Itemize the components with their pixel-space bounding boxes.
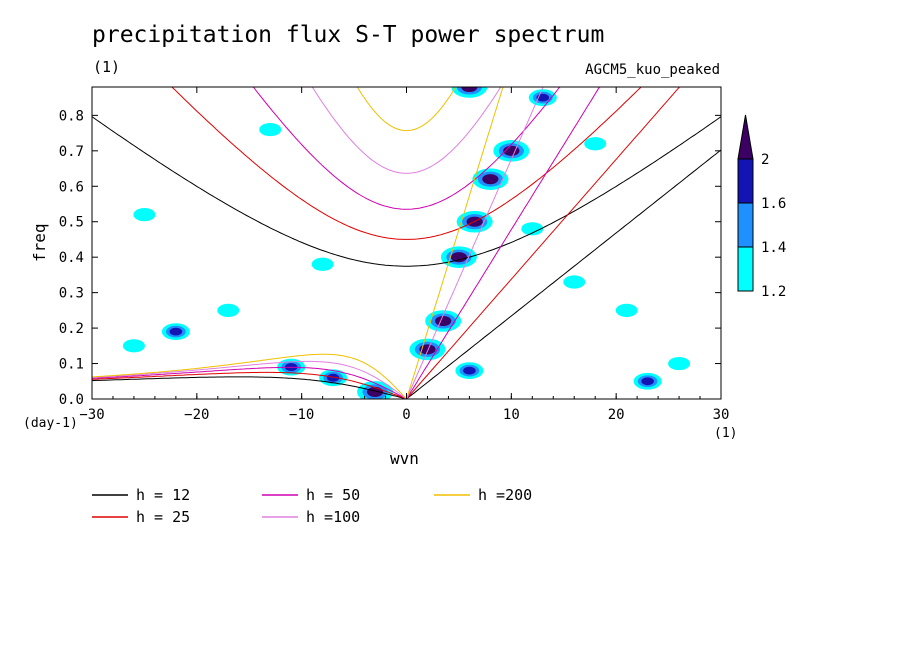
x-tick-label: −20 xyxy=(184,407,209,423)
power-region-outer xyxy=(584,137,607,151)
legend: h = 12 h = 25 h = 50 h =100 h =200 xyxy=(92,486,532,526)
y-tick-label: 0.0 xyxy=(59,392,84,408)
power-region-outer xyxy=(122,339,145,353)
gravity-wave-curve xyxy=(356,87,457,132)
kelvin-wave-curve xyxy=(406,87,544,399)
x-tick-label: 30 xyxy=(713,407,730,423)
power-regions xyxy=(122,87,691,399)
gravity-wave-curve xyxy=(171,87,642,240)
legend-label: h =200 xyxy=(478,486,532,504)
x-tick-label: −30 xyxy=(79,407,104,423)
x-tick-label: 10 xyxy=(503,407,520,423)
y-tick-label: 0.7 xyxy=(59,144,84,160)
y-tick-label: 0.3 xyxy=(59,286,84,302)
rossby-wave-curve xyxy=(92,353,407,399)
x-tick-label: 0 xyxy=(402,407,410,423)
gravity-wave-curve xyxy=(311,87,502,174)
power-region-outer xyxy=(521,222,544,236)
colorbar: 1.2 1.4 1.6 2 xyxy=(737,114,786,300)
colorbar-label: 1.2 xyxy=(761,284,786,300)
power-region-core xyxy=(450,252,468,263)
x-tick-label: 20 xyxy=(608,407,625,423)
chart-subtitle-experiment: AGCM5_kuo_peaked xyxy=(585,62,720,78)
power-region-core xyxy=(482,174,499,185)
colorbar-segment xyxy=(737,246,754,292)
rossby-wave-curve xyxy=(92,371,407,399)
y-tick-label: 0.6 xyxy=(59,179,84,195)
power-region-core xyxy=(419,344,436,355)
legend-label: h = 12 xyxy=(136,486,190,504)
legend-label: h =100 xyxy=(306,508,360,526)
legend-label: h = 25 xyxy=(136,508,190,526)
colorbar-segment xyxy=(737,158,754,204)
x-axis-label: wvn xyxy=(390,449,419,468)
y-tick-label: 0.5 xyxy=(59,215,84,231)
kelvin-wave-curve xyxy=(406,87,504,399)
y-axis-unit: (day-1) xyxy=(23,416,78,431)
y-tick-label: 0.8 xyxy=(59,108,84,124)
x-tick-label: −10 xyxy=(289,407,314,423)
colorbar-arrow xyxy=(737,114,754,160)
kelvin-wave-curve xyxy=(406,87,601,399)
rossby-wave-curve xyxy=(92,376,407,399)
kelvin-wave-curve xyxy=(406,87,681,399)
power-region-outer xyxy=(668,356,691,371)
y-tick-label: 0.4 xyxy=(59,250,84,266)
power-region-outer xyxy=(133,208,156,222)
power-region-outer xyxy=(615,303,638,317)
colorbar-label: 1.4 xyxy=(761,240,786,256)
rossby-wave-curve xyxy=(92,360,407,399)
kelvin-wave-curve xyxy=(406,149,721,399)
gravity-wave-curve xyxy=(92,116,721,267)
power-region-core xyxy=(326,373,340,382)
power-region-outer xyxy=(259,122,282,137)
colorbar-segment xyxy=(737,202,754,248)
dispersion-curves xyxy=(92,87,721,399)
power-region-outer xyxy=(217,303,240,317)
power-region-core xyxy=(461,87,478,93)
power-region-core xyxy=(641,377,654,386)
legend-label: h = 50 xyxy=(306,486,360,504)
power-region-outer xyxy=(563,275,586,289)
y-tick-label: 0.2 xyxy=(59,321,84,337)
x-axis-unit: (1) xyxy=(714,426,738,441)
colorbar-label: 1.6 xyxy=(761,196,786,212)
gravity-wave-curve xyxy=(252,87,561,210)
colorbar-label: 2 xyxy=(761,152,769,168)
plot-frame xyxy=(91,86,722,400)
power-region-core xyxy=(463,366,476,375)
power-region-outer xyxy=(311,257,334,271)
power-region-core xyxy=(435,315,452,327)
chart-title: precipitation flux S-T power spectrum xyxy=(92,22,605,48)
power-region-core xyxy=(169,327,183,336)
y-tick-label: 0.1 xyxy=(59,357,84,373)
axis-ticks: −30 −20 −10 0 10 20 30 0.0 0.1 0.2 0.3 0.4 0.5 0.6 0.7… xyxy=(59,87,730,423)
chart-subtitle-unit: (1) xyxy=(93,58,121,76)
rossby-wave-curve xyxy=(92,366,407,399)
